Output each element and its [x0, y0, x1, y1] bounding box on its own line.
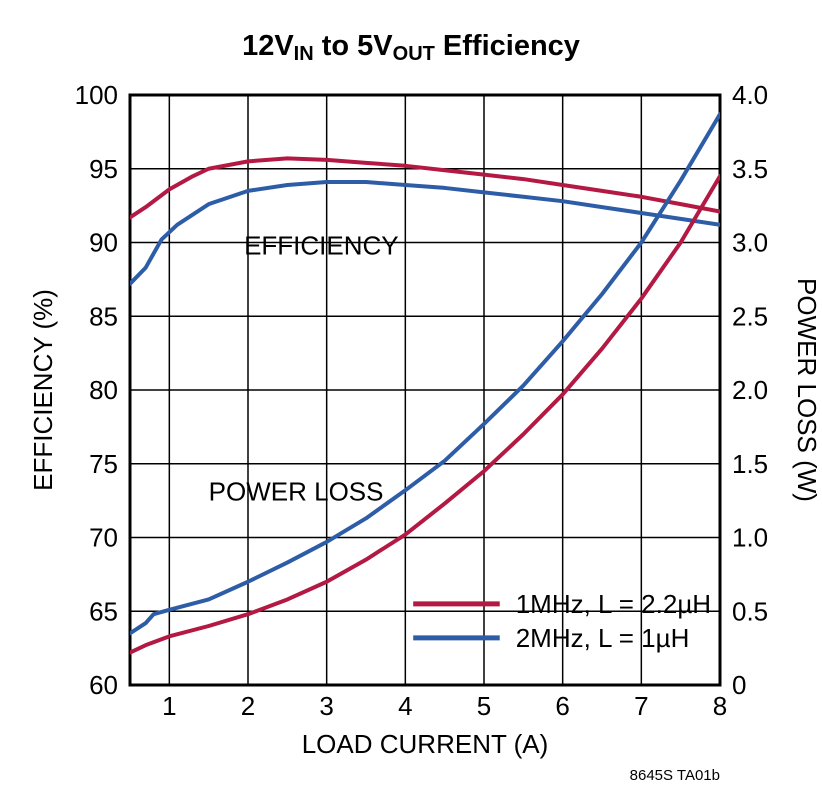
- y-right-tick-label: 1.5: [732, 449, 768, 479]
- y-left-tick-label: 85: [89, 301, 118, 331]
- y-right-tick-label: 1.0: [732, 523, 768, 553]
- y-left-tick-label: 75: [89, 449, 118, 479]
- y-right-axis-label: POWER LOSS (W): [792, 278, 822, 502]
- y-right-tick-label: 4.0: [732, 80, 768, 110]
- y-right-tick-label: 0: [732, 670, 746, 700]
- y-right-tick-label: 2.0: [732, 375, 768, 405]
- y-left-tick-label: 90: [89, 228, 118, 258]
- x-tick-label: 3: [319, 691, 333, 721]
- efficiency-chart: 12VIN to 5VOUT Efficiency123456786065707…: [0, 0, 822, 807]
- legend-label: 1MHz, L = 2.2µH: [516, 589, 711, 619]
- y-right-tick-label: 3.5: [732, 154, 768, 184]
- y-left-axis-label: EFFICIENCY (%): [28, 289, 58, 491]
- chart-annotation: POWER LOSS: [209, 477, 384, 507]
- y-left-tick-label: 70: [89, 523, 118, 553]
- legend-label: 2MHz, L = 1µH: [516, 623, 690, 653]
- efficiency-chart-container: 12VIN to 5VOUT Efficiency123456786065707…: [0, 0, 822, 807]
- y-left-tick-label: 100: [75, 80, 118, 110]
- y-left-tick-label: 65: [89, 596, 118, 626]
- y-right-tick-label: 0.5: [732, 596, 768, 626]
- y-right-tick-label: 2.5: [732, 301, 768, 331]
- y-left-tick-label: 80: [89, 375, 118, 405]
- y-right-tick-label: 3.0: [732, 228, 768, 258]
- x-tick-label: 2: [241, 691, 255, 721]
- x-tick-label: 8: [713, 691, 727, 721]
- x-tick-label: 1: [162, 691, 176, 721]
- x-tick-label: 7: [634, 691, 648, 721]
- chart-footer-id: 8645S TA01b: [630, 767, 720, 784]
- chart-annotation: EFFICIENCY: [244, 230, 399, 260]
- x-axis-label: LOAD CURRENT (A): [302, 729, 549, 759]
- y-left-tick-label: 95: [89, 154, 118, 184]
- y-left-tick-label: 60: [89, 670, 118, 700]
- x-tick-label: 6: [555, 691, 569, 721]
- x-tick-label: 5: [477, 691, 491, 721]
- x-tick-label: 4: [398, 691, 412, 721]
